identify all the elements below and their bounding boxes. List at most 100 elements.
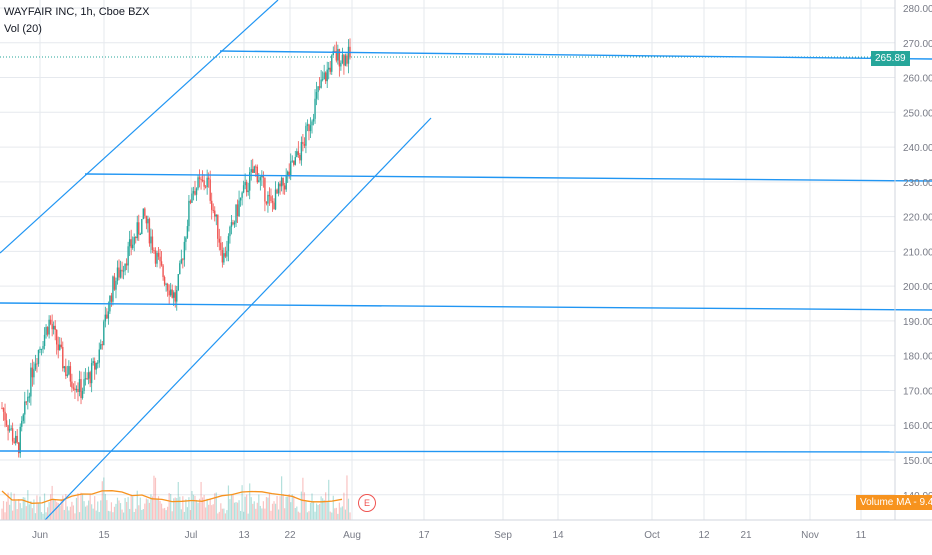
candle-body	[262, 175, 265, 178]
candle-body	[60, 344, 62, 348]
price-axis[interactable]: 280.00 270.00 260.00 250.00 240.00 230.00 220.…	[894, 0, 932, 520]
volume-bar	[291, 494, 293, 520]
volume-bar	[126, 501, 128, 520]
horizontal-level-line	[0, 450, 932, 453]
candle-body	[69, 366, 72, 382]
candle-body	[51, 323, 53, 330]
candle-body	[328, 67, 330, 70]
candle-body	[100, 344, 102, 350]
candle-body	[326, 69, 328, 82]
volume-bar	[323, 499, 325, 520]
candle-body	[212, 209, 214, 211]
volume-bar	[259, 505, 261, 520]
volume-bar	[15, 500, 17, 520]
volume-bar	[189, 510, 192, 520]
candle-body	[338, 49, 341, 67]
candle-body	[27, 396, 29, 402]
volume-bar	[65, 494, 67, 520]
volume-bar	[282, 493, 284, 520]
candle-body	[148, 218, 151, 244]
candle-body	[291, 160, 293, 162]
candle-body	[154, 250, 157, 264]
candle-body	[285, 174, 287, 190]
candle-body	[45, 326, 47, 335]
volume-bar	[262, 501, 264, 520]
volume-bar	[264, 508, 266, 520]
candle-body	[188, 200, 190, 227]
trend-lines[interactable]	[0, 0, 932, 521]
candle-body	[8, 429, 11, 431]
volume-bar	[56, 501, 58, 520]
candle-body	[245, 182, 248, 193]
volume-bar	[39, 496, 41, 520]
candle-body	[159, 256, 161, 262]
volume-bar	[51, 485, 53, 520]
volume-bar	[326, 501, 328, 520]
candle-body	[1, 407, 3, 409]
volume-bar	[164, 507, 166, 520]
volume-bar	[98, 511, 100, 520]
volume-bar	[265, 497, 268, 520]
volume-bar	[340, 507, 342, 520]
volume-bar	[115, 503, 117, 520]
volume-indicator-label[interactable]: Vol (20)	[4, 23, 42, 35]
candle-body	[87, 372, 90, 379]
candle-body	[21, 420, 23, 427]
volume-ma-tag: Volume MA - 9.451K	[856, 495, 932, 510]
volume-bar	[249, 483, 251, 520]
volume-bar	[12, 510, 14, 520]
candle-body	[271, 201, 274, 203]
volume-bar	[136, 490, 138, 520]
candle-body	[136, 222, 138, 239]
volume-ma-line	[1, 490, 343, 504]
time-tick-label: 22	[284, 530, 296, 541]
volume-bar	[325, 492, 327, 520]
candle-body	[232, 222, 234, 225]
time-tick-label: Jul	[185, 530, 198, 541]
volume-bar	[138, 505, 140, 520]
candle-body	[261, 175, 263, 178]
candle-body	[101, 344, 103, 346]
candle-body	[233, 222, 236, 225]
candle-body	[33, 369, 35, 378]
candle-body	[122, 270, 125, 272]
candle-body	[209, 179, 211, 201]
candle-body	[341, 54, 344, 63]
price-tick-label: 170.00	[903, 386, 932, 397]
volume-bar	[104, 493, 106, 520]
candle-body	[130, 239, 132, 248]
candle-body	[97, 362, 99, 364]
volume-bar	[267, 497, 269, 520]
time-axis[interactable]: Jun 15 Jul 13 22 Aug 17 Sep 14 Oct 12 21 Nov 11	[0, 519, 932, 541]
earnings-marker[interactable]: E	[358, 494, 376, 512]
candle-body	[185, 237, 187, 242]
candle-body	[115, 280, 117, 290]
volume-bar	[218, 511, 220, 520]
candle-body	[258, 180, 260, 183]
volume-bar	[13, 493, 15, 520]
candle-body	[153, 250, 155, 252]
volume-bar	[97, 501, 99, 520]
volume-bar	[145, 498, 147, 520]
candle-body	[95, 363, 97, 370]
volume-bar	[142, 509, 144, 520]
candle-body	[239, 197, 242, 201]
volume-bar	[346, 475, 348, 520]
candle-body	[68, 366, 70, 375]
volume-bar	[328, 479, 330, 520]
price-tick-label: 200.00	[903, 282, 932, 293]
candle-body	[201, 179, 204, 181]
candle-body	[270, 196, 272, 202]
volume-bar	[43, 493, 46, 520]
volume-bar	[284, 508, 286, 520]
candle-body	[93, 361, 96, 370]
volume-bar	[349, 512, 351, 520]
candle-body	[268, 194, 271, 197]
candle-body	[11, 428, 14, 442]
candle-body	[215, 214, 217, 217]
candle-body	[191, 193, 193, 203]
candle-body	[40, 348, 43, 350]
candle-body	[204, 186, 207, 188]
